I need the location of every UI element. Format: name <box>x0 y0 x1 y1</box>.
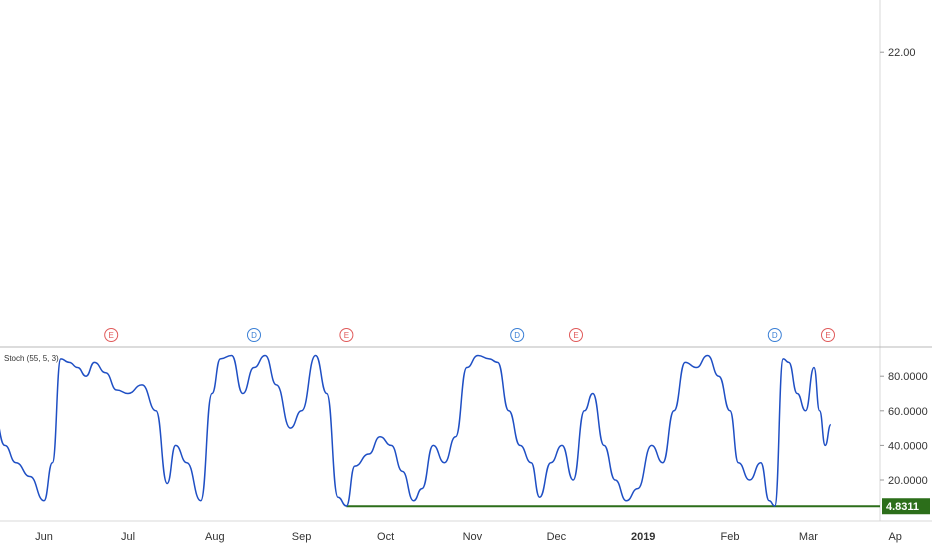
stoch-tick-label: 80.0000 <box>888 371 928 383</box>
event-marker-circle <box>339 328 354 342</box>
month-tick-label: Aug <box>205 531 225 543</box>
event-marker-circle <box>247 328 261 342</box>
month-tick-label: Nov <box>463 531 483 543</box>
event-marker-letter: E <box>825 331 830 340</box>
month-tick-label: Jul <box>121 531 135 543</box>
event-marker-circle <box>104 328 119 342</box>
stoch-level-badge: 4.8311 <box>886 501 919 513</box>
event-marker-letter: E <box>109 331 114 340</box>
event-marker-circle <box>569 328 583 342</box>
month-tick-label: Mar <box>799 531 818 543</box>
month-tick-label: Ap <box>888 531 901 543</box>
stoch-line <box>0 354 832 507</box>
event-marker-letter: D <box>514 331 520 340</box>
month-tick-label: Dec <box>547 531 567 543</box>
stoch-tick-label: 40.0000 <box>888 440 928 452</box>
event-marker-letter: E <box>344 331 349 340</box>
month-tick-label: 2019 <box>631 531 655 543</box>
stoch-level-badge-bg <box>882 498 930 515</box>
event-marker-letter: D <box>251 331 257 340</box>
month-tick-label: Sep <box>292 531 312 543</box>
stoch-tick-label: 60.0000 <box>888 406 928 418</box>
event-marker-circle <box>510 328 525 342</box>
event-marker-circle <box>821 328 835 342</box>
event-marker-circle <box>767 328 782 342</box>
stoch-tick-label: 20.0000 <box>888 475 928 487</box>
stoch-title: Stoch (55, 5, 3) <box>4 354 59 363</box>
event-marker-letter: D <box>772 331 778 340</box>
month-tick-label: Feb <box>721 531 740 543</box>
month-tick-label: Jun <box>35 531 53 543</box>
price-tick-label: 22.00 <box>888 47 916 59</box>
event-marker-letter: E <box>573 331 578 340</box>
month-tick-label: Oct <box>377 531 394 543</box>
